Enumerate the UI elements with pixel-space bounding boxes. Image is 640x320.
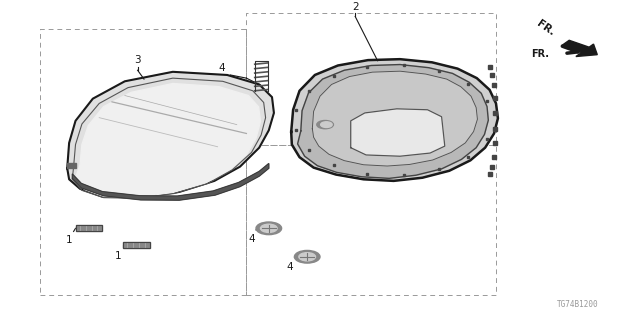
Polygon shape: [123, 242, 150, 248]
Polygon shape: [76, 225, 102, 231]
Polygon shape: [72, 164, 269, 200]
Text: 4: 4: [248, 234, 255, 244]
Text: 1: 1: [115, 251, 122, 261]
Circle shape: [256, 222, 282, 235]
Circle shape: [260, 224, 277, 232]
Text: 1: 1: [66, 235, 72, 245]
Text: 2: 2: [352, 2, 358, 12]
Polygon shape: [291, 59, 498, 181]
Circle shape: [317, 121, 333, 129]
Polygon shape: [76, 84, 260, 197]
Text: TG74B1200: TG74B1200: [557, 300, 598, 309]
Text: FR.: FR.: [531, 49, 549, 60]
Text: 4: 4: [219, 63, 225, 73]
Circle shape: [294, 251, 320, 263]
Text: FR.: FR.: [535, 18, 557, 38]
Text: 4: 4: [286, 262, 292, 272]
Polygon shape: [562, 40, 597, 57]
Polygon shape: [298, 65, 488, 178]
Text: 3: 3: [134, 54, 141, 65]
Polygon shape: [67, 163, 76, 168]
Polygon shape: [312, 71, 477, 166]
Polygon shape: [67, 72, 274, 197]
Circle shape: [299, 253, 316, 261]
Polygon shape: [351, 109, 445, 156]
Circle shape: [321, 122, 332, 127]
